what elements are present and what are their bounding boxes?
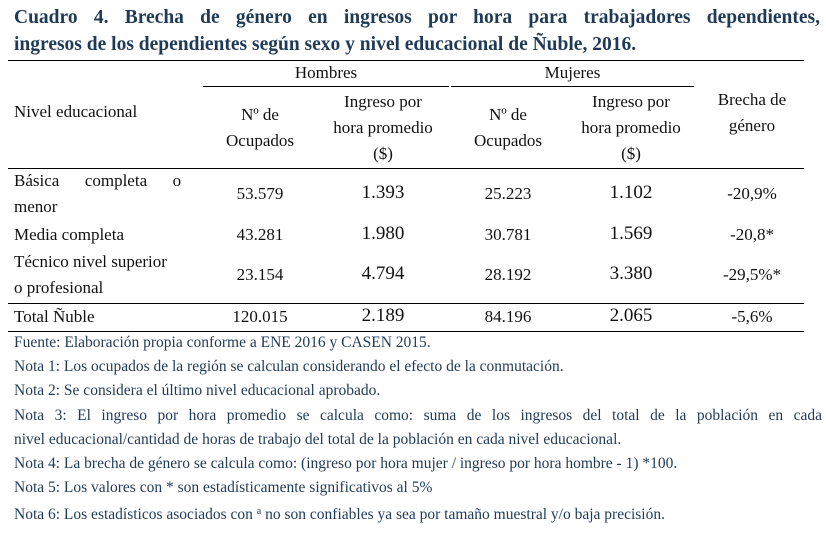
header-brecha-line-1: Brecha de xyxy=(717,90,787,109)
row-h-ocupados: 53.579 xyxy=(236,184,284,203)
row-m-ingreso: 2.065 xyxy=(609,305,653,326)
row-brecha: -20,8* xyxy=(730,225,774,244)
header-m-ocupados-line-2: Ocupados xyxy=(474,131,542,150)
note-1: Nota 1: Los ocupados de la región se cal… xyxy=(14,358,564,376)
row-h-ingreso: 4.794 xyxy=(361,263,405,284)
header-m-ingreso-line-2: hora promedio xyxy=(581,118,681,137)
row-nivel-line-1: Básica completa o xyxy=(14,171,182,190)
row-h-ocupados: 120.015 xyxy=(232,307,288,326)
mujeres-group-rule xyxy=(451,86,694,87)
header-h-ocupados-line-1: Nº de xyxy=(241,105,279,124)
row-m-ingreso: 3.380 xyxy=(609,263,653,284)
row-brecha: -29,5%* xyxy=(722,265,782,284)
row-m-ocupados: 30.781 xyxy=(484,225,532,244)
note-4: Nota 4: La brecha de género se calcula c… xyxy=(14,455,678,473)
title-line-2: ingresos de los dependientes según sexo … xyxy=(14,34,637,55)
header-h-ingreso-line-1: Ingreso por xyxy=(344,92,422,111)
row-nivel-line-2: o profesional xyxy=(14,278,104,297)
header-h-ingreso-line-3: ($) xyxy=(373,144,393,163)
row-nivel-line-1: Media completa xyxy=(14,225,124,244)
row-brecha: -20,9% xyxy=(727,184,777,203)
table-title: Cuadro 4. Brecha de género en ingresos p… xyxy=(14,4,820,58)
hombres-group-rule xyxy=(203,86,449,87)
table-notes: Fuente: Elaboración propia conforme a EN… xyxy=(14,331,822,528)
note-6-post: no son confiables ya sea por tamaño mues… xyxy=(261,506,665,524)
table-top-rule xyxy=(8,60,804,61)
note-3-line-2: nivel educacional/cantidad de horas de t… xyxy=(14,430,622,448)
row-m-ocupados: 28.192 xyxy=(484,265,532,284)
row-m-ocupados: 25.223 xyxy=(484,184,532,203)
header-bottom-rule xyxy=(8,168,804,169)
note-3-line-1: Nota 3: El ingreso por hora promedio se … xyxy=(14,406,822,424)
header-brecha-line-2: género xyxy=(728,116,776,135)
note-6: Nota 6: Los estadísticos asociados con a… xyxy=(14,500,822,527)
row-h-ocupados: 23.154 xyxy=(236,265,284,284)
row-m-ingreso: 1.569 xyxy=(609,223,653,244)
header-m-ingreso-line-3: ($) xyxy=(621,144,641,163)
header-nivel-educacional: Nivel educacional xyxy=(14,102,138,121)
note-2: Nota 2: Se considera el último nivel edu… xyxy=(14,382,381,400)
note-6-superscript: a xyxy=(256,506,262,518)
table-bottom-rule xyxy=(8,331,804,332)
header-m-ocupados-line-1: Nº de xyxy=(489,105,527,124)
header-h-ingreso-line-2: hora promedio xyxy=(333,118,433,137)
header-m-ingreso-line-1: Ingreso por xyxy=(592,92,670,111)
note-fuente: Fuente: Elaboración propia conforme a EN… xyxy=(14,334,431,351)
row-m-ingreso: 1.102 xyxy=(609,182,653,203)
note-6-pre: Nota 6: Los estadísticos asociados con xyxy=(14,506,253,524)
row-h-ocupados: 43.281 xyxy=(236,225,284,244)
row-h-ingreso: 1.980 xyxy=(361,223,405,244)
group-header-hombres: Hombres xyxy=(294,63,358,82)
row-nivel-line-1: Total Ñuble xyxy=(14,307,95,326)
note-5: Nota 5: Los valores con * son estadístic… xyxy=(14,479,433,497)
group-header-mujeres: Mujeres xyxy=(544,63,601,82)
row-nivel-line-2: menor xyxy=(14,197,58,216)
header-h-ocupados-line-2: Ocupados xyxy=(226,131,294,150)
row-h-ingreso: 1.393 xyxy=(361,182,405,203)
total-top-rule xyxy=(8,303,804,304)
row-h-ingreso: 2.189 xyxy=(361,305,405,326)
row-nivel-line-1: Técnico nivel superior xyxy=(14,252,167,271)
row-m-ocupados: 84.196 xyxy=(484,307,532,326)
row-brecha: -5,6% xyxy=(731,307,773,326)
title-line-1: Cuadro 4. Brecha de género en ingresos p… xyxy=(14,7,820,28)
